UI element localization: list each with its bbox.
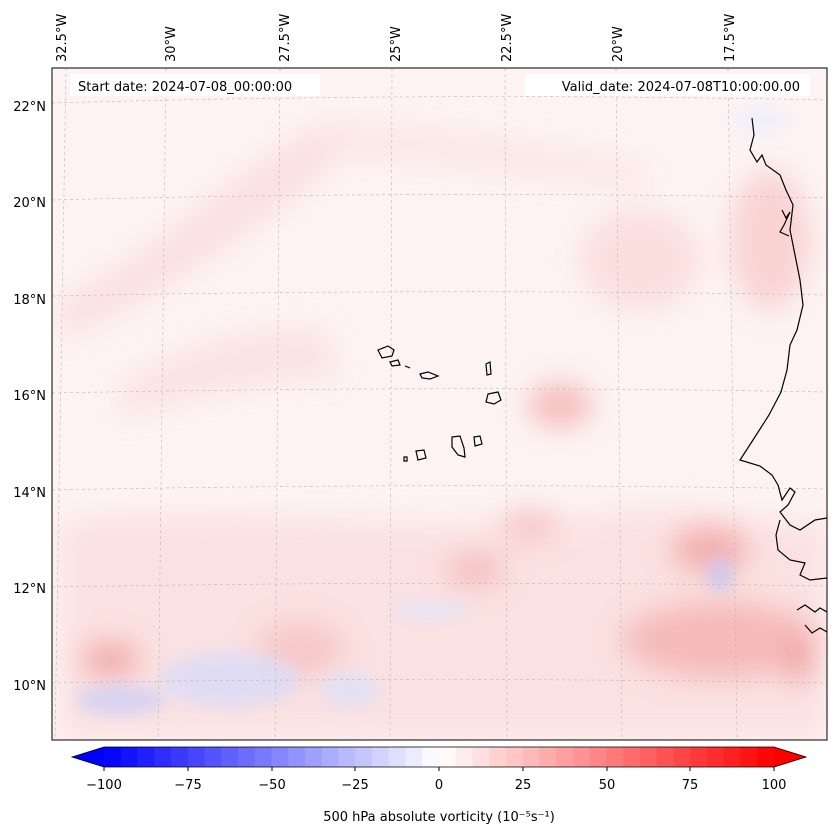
colorbar-segment (522, 747, 540, 767)
colorbar-segment (171, 747, 189, 767)
colorbar-segment (254, 747, 272, 767)
valid-date-label: Valid_date: 2024-07-08T10:00:00.00 (562, 80, 800, 95)
start-date-box (70, 74, 320, 96)
colorbar-segment (690, 747, 708, 767)
colorbar: −100 −75 −50 −25 0 25 50 75 100 500 hPa … (70, 746, 808, 825)
lon-label-32.5w: 32.5°W (55, 14, 70, 62)
lat-label-14n: 14°N (13, 486, 46, 501)
lon-label-25w: 25°W (389, 26, 404, 62)
colorbar-segment (723, 747, 741, 767)
colorbar-tick-label: −50 (258, 778, 285, 793)
lat-label-16n: 16°N (13, 389, 46, 404)
colorbar-tick-label: 100 (762, 778, 787, 793)
lat-label-12n: 12°N (13, 582, 46, 597)
santiago-island (451, 435, 466, 458)
start-date-label: Start date: 2024-07-08_00:00:00 (78, 80, 292, 95)
colorbar-segment (606, 747, 624, 767)
colorbar-tick-label: 0 (435, 778, 443, 793)
colorbar-segment (556, 747, 574, 767)
gridlines (52, 68, 827, 740)
longitude-labels: 32.5°W 30°W 27.5°W 25°W 22.5°W 20°W 17.5… (55, 14, 738, 62)
colorbar-tick-label: 25 (515, 778, 532, 793)
lat-label-18n: 18°N (13, 293, 46, 308)
lon-label-20w: 20°W (611, 26, 626, 62)
colorbar-segment (506, 747, 524, 767)
colorbar-tick-label: 50 (599, 778, 616, 793)
coastline (377, 117, 827, 634)
colorbar-segment (673, 747, 691, 767)
colorbar-segment (154, 747, 172, 767)
santo-antao-island (377, 345, 395, 359)
lon-label-22.5w: 22.5°W (500, 14, 515, 62)
lon-label-30w: 30°W (164, 26, 179, 62)
colorbar-segment (757, 747, 775, 767)
colorbar-segment (104, 747, 122, 767)
colorbar-segment (238, 747, 256, 767)
colorbar-segment (623, 747, 641, 767)
latitude-labels: 22°N 20°N 18°N 16°N 14°N 12°N 10°N (13, 100, 46, 694)
colorbar-min-extend (72, 747, 104, 767)
colorbar-segment (271, 747, 289, 767)
west-africa-coastline (739, 117, 827, 531)
lat-label-10n: 10°N (13, 679, 46, 694)
colorbar-max-extend (774, 747, 806, 767)
colorbar-segment (472, 747, 490, 767)
colorbar-segment (573, 747, 591, 767)
colorbar-segment (204, 747, 222, 767)
lon-label-27.5w: 27.5°W (278, 14, 293, 62)
colorbar-tick-label: −25 (341, 778, 368, 793)
colorbar-segment (589, 747, 607, 767)
colorbar-segment (388, 747, 406, 767)
colorbar-segment (489, 747, 507, 767)
colorbar-segment (740, 747, 758, 767)
colorbar-tick-label: 75 (682, 778, 699, 793)
colorbar-segment (187, 747, 205, 767)
colorbar-segment (707, 747, 725, 767)
colorbar-segment (305, 747, 323, 767)
vorticity-field (60, 105, 827, 740)
colorbar-segment (221, 747, 239, 767)
colorbar-segment (355, 747, 373, 767)
colorbar-segment (120, 747, 138, 767)
colorbar-ticks (103, 767, 775, 771)
colorbar-segment (439, 747, 457, 767)
colorbar-segment (321, 747, 339, 767)
lon-label-17.5w: 17.5°W (723, 14, 738, 62)
colorbar-label: 500 hPa absolute vorticity (10⁻⁵s⁻¹) (323, 810, 555, 825)
colorbar-segment (405, 747, 423, 767)
colorbar-segment (640, 747, 658, 767)
colorbar-segment (288, 747, 306, 767)
colorbar-segment (372, 747, 390, 767)
colorbar-segment (422, 747, 440, 767)
colorbar-tick-label: −100 (86, 778, 122, 793)
lat-label-20n: 20°N (13, 196, 46, 211)
colorbar-segment (455, 747, 473, 767)
colorbar-tick-label: −75 (174, 778, 201, 793)
lat-label-22n: 22°N (13, 100, 46, 115)
valid-date-box (525, 74, 810, 96)
colorbar-segment (137, 747, 155, 767)
colorbar-segment (656, 747, 674, 767)
map-frame (51, 67, 828, 741)
colorbar-segment (539, 747, 557, 767)
colorbar-segment (338, 747, 356, 767)
colorbar-segments (104, 747, 775, 767)
